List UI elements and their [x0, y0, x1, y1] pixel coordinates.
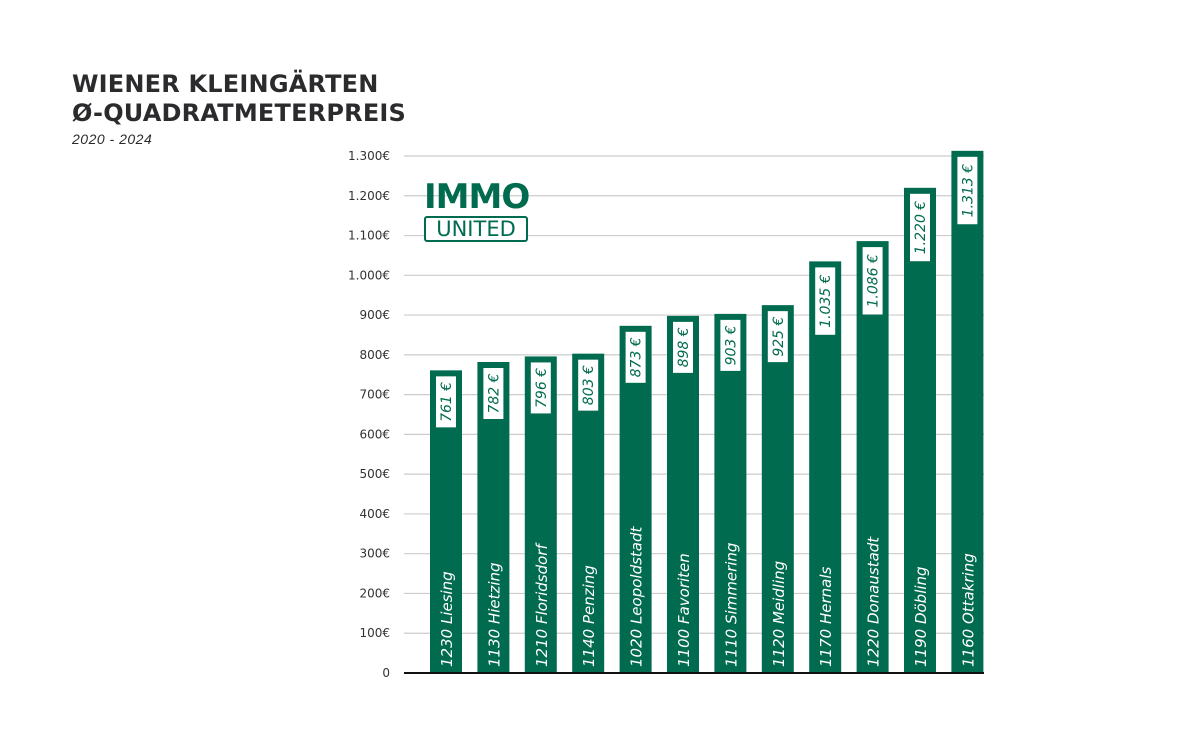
y-tick-label: 1.100€ [348, 229, 390, 243]
data-label: 873 € [629, 337, 645, 377]
title-line-2: Ø-QUADRATMETERPREIS [72, 99, 407, 127]
chart-title: WIENER KLEINGÄRTEN Ø-QUADRATMETERPREIS [72, 70, 406, 128]
data-label-box [578, 359, 599, 411]
y-tick-label: 900€ [359, 308, 390, 322]
data-label-box [910, 193, 930, 262]
title-line-1: WIENER KLEINGÄRTEN [72, 70, 379, 98]
category-label: 1140 Penzing [580, 565, 598, 667]
y-tick-label: 800€ [359, 348, 390, 362]
category-label: 1220 Donaustadt [865, 536, 883, 667]
logo-bottom: UNITED [424, 216, 528, 242]
data-label-box [436, 376, 456, 428]
category-label: 1230 Liesing [438, 571, 456, 667]
data-label: 1.313 € [960, 164, 976, 218]
y-tick-label: 1.200€ [348, 189, 390, 203]
data-label-box [625, 331, 646, 383]
data-label: 796 € [534, 368, 550, 408]
y-tick-label: 0 [382, 666, 390, 680]
y-tick-label: 700€ [359, 388, 390, 402]
immo-united-logo: IMMO UNITED [424, 180, 530, 242]
data-label: 1.035 € [818, 274, 834, 328]
y-tick-label: 600€ [359, 427, 390, 441]
bar [904, 187, 936, 674]
data-label-box [767, 311, 788, 363]
data-label: 1.086 € [866, 254, 882, 308]
data-label-box [530, 362, 551, 414]
data-label-box [483, 368, 504, 420]
data-label: 761 € [439, 382, 455, 422]
category-label: 1130 Hietzing [485, 562, 503, 667]
data-label: 925 € [771, 317, 787, 357]
data-label: 898 € [676, 327, 692, 367]
y-tick-label: 1.300€ [348, 149, 390, 163]
y-tick-label: 200€ [359, 586, 390, 600]
category-label: 1100 Favoriten [675, 553, 693, 667]
category-label: 1160 Ottakring [959, 553, 977, 667]
category-label: 1110 Simmering [722, 543, 740, 667]
data-label: 1.220 € [913, 201, 929, 255]
data-label-box [957, 156, 978, 225]
bar [761, 305, 794, 673]
data-label: 903 € [723, 325, 739, 365]
chart-subtitle: 2020 - 2024 [72, 131, 153, 147]
y-tick-label: 400€ [359, 507, 390, 521]
data-label-box [720, 319, 741, 371]
y-tick-label: 300€ [359, 547, 390, 561]
data-label: 782 € [486, 373, 502, 413]
data-label-box [862, 247, 883, 315]
data-label-box [815, 267, 836, 335]
y-tick-label: 1.000€ [348, 268, 390, 282]
y-tick-label: 100€ [359, 626, 390, 640]
category-label: 1210 Floridsdorf [533, 542, 551, 667]
bar [667, 315, 699, 673]
data-label: 803 € [581, 365, 597, 405]
bar [714, 313, 747, 673]
logo-top: IMMO [424, 177, 530, 217]
y-tick-label: 500€ [359, 467, 390, 481]
bar [619, 325, 652, 673]
category-label: 1020 Leopoldstadt [628, 525, 646, 667]
category-label: 1170 Hernals [817, 567, 835, 667]
category-label: 1190 Döbling [912, 566, 930, 667]
bar [951, 150, 984, 673]
category-label: 1120 Meidling [770, 561, 788, 667]
data-label-box [673, 321, 693, 373]
